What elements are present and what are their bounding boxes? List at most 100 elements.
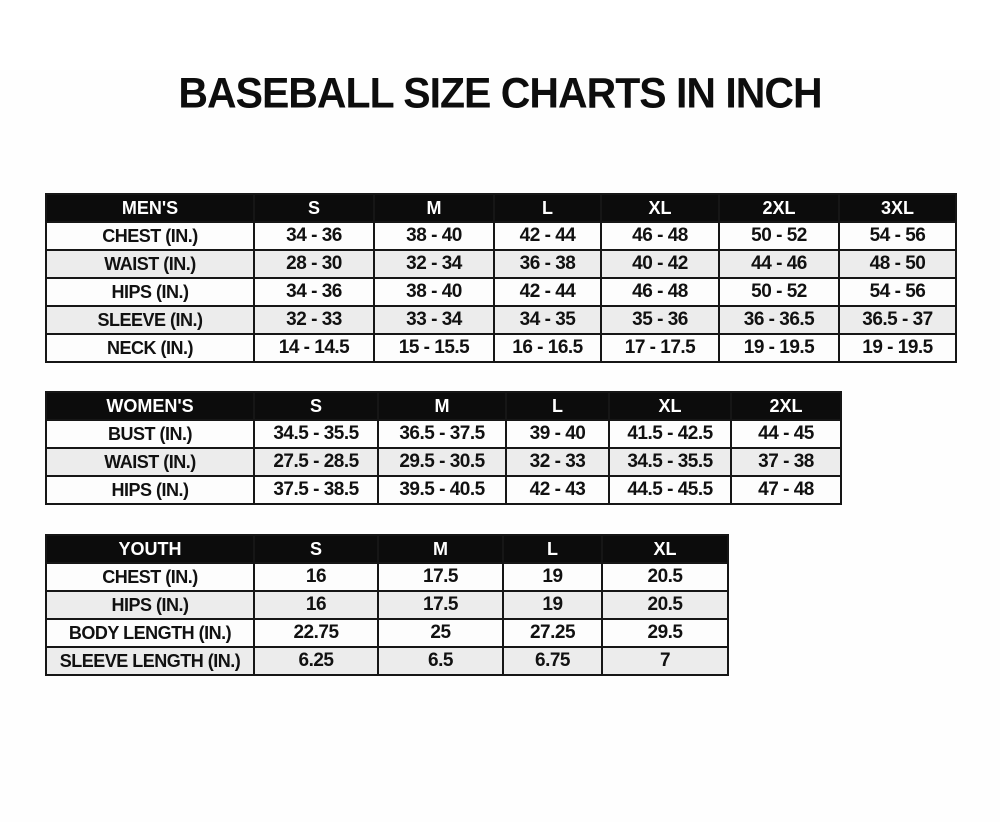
row-label: NECK (IN.) <box>45 333 255 363</box>
cell-value: 19 <box>502 562 603 592</box>
cell-value: 36 - 38 <box>493 249 602 279</box>
row-label: WAIST (IN.) <box>45 249 255 279</box>
row-label: BODY LENGTH (IN.) <box>45 618 255 648</box>
cell-value: 32 - 33 <box>253 305 375 335</box>
cell-value: 54 - 56 <box>838 221 957 251</box>
row-label: BUST (IN.) <box>45 419 255 449</box>
cell-value: 19 <box>502 590 603 620</box>
cell-value: 34 - 35 <box>493 305 602 335</box>
cell-value: 29.5 - 30.5 <box>377 447 507 477</box>
cell-value: 33 - 34 <box>373 305 495 335</box>
column-header-m: M <box>377 534 504 564</box>
table-row-chest: CHEST (IN.) 34 - 36 38 - 40 42 - 44 46 -… <box>45 221 957 251</box>
cell-value: 38 - 40 <box>373 221 495 251</box>
cell-value: 36 - 36.5 <box>718 305 840 335</box>
cell-value: 35 - 36 <box>600 305 720 335</box>
cell-value: 22.75 <box>253 618 379 648</box>
cell-value: 28 - 30 <box>253 249 375 279</box>
cell-value: 17.5 <box>377 562 504 592</box>
youth-table-title: YOUTH <box>45 534 255 564</box>
cell-value: 44 - 46 <box>718 249 840 279</box>
cell-value: 17.5 <box>377 590 504 620</box>
row-label: CHEST (IN.) <box>45 562 255 592</box>
cell-value: 6.5 <box>377 646 504 676</box>
cell-value: 47 - 48 <box>730 475 842 505</box>
column-header-s: S <box>253 193 375 223</box>
cell-value: 36.5 - 37 <box>838 305 957 335</box>
table-row-hips: HIPS (IN.) 34 - 36 38 - 40 42 - 44 46 - … <box>45 277 957 307</box>
cell-value: 37.5 - 38.5 <box>253 475 379 505</box>
table-row-neck: NECK (IN.) 14 - 14.5 15 - 15.5 16 - 16.5… <box>45 333 957 363</box>
cell-value: 6.25 <box>253 646 379 676</box>
column-header-l: L <box>502 534 603 564</box>
cell-value: 42 - 43 <box>505 475 610 505</box>
cell-value: 50 - 52 <box>718 277 840 307</box>
row-label: WAIST (IN.) <box>45 447 255 477</box>
womens-header-row: WOMEN'S S M L XL 2XL <box>45 391 842 421</box>
table-row-sleeve-length: SLEEVE LENGTH (IN.) 6.25 6.5 6.75 7 <box>45 646 729 676</box>
cell-value: 39.5 - 40.5 <box>377 475 507 505</box>
column-header-m: M <box>377 391 507 421</box>
table-row-chest: CHEST (IN.) 16 17.5 19 20.5 <box>45 562 729 592</box>
cell-value: 44 - 45 <box>730 419 842 449</box>
cell-value: 48 - 50 <box>838 249 957 279</box>
cell-value: 15 - 15.5 <box>373 333 495 363</box>
row-label: HIPS (IN.) <box>45 590 255 620</box>
column-header-xl: XL <box>601 534 729 564</box>
cell-value: 50 - 52 <box>718 221 840 251</box>
cell-value: 6.75 <box>502 646 603 676</box>
row-label: CHEST (IN.) <box>45 221 255 251</box>
column-header-3xl: 3XL <box>838 193 957 223</box>
cell-value: 39 - 40 <box>505 419 610 449</box>
page-title: BASEBALL SIZE CHARTS IN INCH <box>178 68 822 118</box>
youth-header-row: YOUTH S M L XL <box>45 534 729 564</box>
cell-value: 34.5 - 35.5 <box>608 447 732 477</box>
column-header-xl: XL <box>600 193 720 223</box>
youth-size-table: YOUTH S M L XL CHEST (IN.) 16 17.5 19 20… <box>45 534 729 676</box>
mens-header-row: MEN'S S M L XL 2XL 3XL <box>45 193 957 223</box>
column-header-l: L <box>493 193 602 223</box>
cell-value: 20.5 <box>601 562 729 592</box>
table-row-body-length: BODY LENGTH (IN.) 22.75 25 27.25 29.5 <box>45 618 729 648</box>
cell-value: 14 - 14.5 <box>253 333 375 363</box>
mens-table-title: MEN'S <box>45 193 255 223</box>
table-row-hips: HIPS (IN.) 16 17.5 19 20.5 <box>45 590 729 620</box>
cell-value: 36.5 - 37.5 <box>377 419 507 449</box>
womens-table-title: WOMEN'S <box>45 391 255 421</box>
column-header-m: M <box>373 193 495 223</box>
column-header-s: S <box>253 534 379 564</box>
cell-value: 54 - 56 <box>838 277 957 307</box>
size-chart-page: BASEBALL SIZE CHARTS IN INCH MEN'S S M L… <box>0 68 1000 822</box>
cell-value: 41.5 - 42.5 <box>608 419 732 449</box>
cell-value: 34 - 36 <box>253 221 375 251</box>
cell-value: 40 - 42 <box>600 249 720 279</box>
table-row-sleeve: SLEEVE (IN.) 32 - 33 33 - 34 34 - 35 35 … <box>45 305 957 335</box>
cell-value: 34 - 36 <box>253 277 375 307</box>
column-header-2xl: 2XL <box>718 193 840 223</box>
cell-value: 42 - 44 <box>493 221 602 251</box>
cell-value: 44.5 - 45.5 <box>608 475 732 505</box>
cell-value: 16 <box>253 562 379 592</box>
cell-value: 32 - 33 <box>505 447 610 477</box>
cell-value: 42 - 44 <box>493 277 602 307</box>
cell-value: 46 - 48 <box>600 277 720 307</box>
table-row-waist: WAIST (IN.) 27.5 - 28.5 29.5 - 30.5 32 -… <box>45 447 842 477</box>
column-header-l: L <box>505 391 610 421</box>
row-label: HIPS (IN.) <box>45 277 255 307</box>
row-label: SLEEVE (IN.) <box>45 305 255 335</box>
cell-value: 20.5 <box>601 590 729 620</box>
womens-size-table: WOMEN'S S M L XL 2XL BUST (IN.) 34.5 - 3… <box>45 391 842 505</box>
cell-value: 34.5 - 35.5 <box>253 419 379 449</box>
cell-value: 27.5 - 28.5 <box>253 447 379 477</box>
cell-value: 17 - 17.5 <box>600 333 720 363</box>
row-label: HIPS (IN.) <box>45 475 255 505</box>
mens-size-table: MEN'S S M L XL 2XL 3XL CHEST (IN.) 34 - … <box>45 193 957 363</box>
cell-value: 32 - 34 <box>373 249 495 279</box>
column-header-xl: XL <box>608 391 732 421</box>
cell-value: 38 - 40 <box>373 277 495 307</box>
cell-value: 46 - 48 <box>600 221 720 251</box>
cell-value: 16 <box>253 590 379 620</box>
cell-value: 16 - 16.5 <box>493 333 602 363</box>
cell-value: 19 - 19.5 <box>838 333 957 363</box>
cell-value: 19 - 19.5 <box>718 333 840 363</box>
